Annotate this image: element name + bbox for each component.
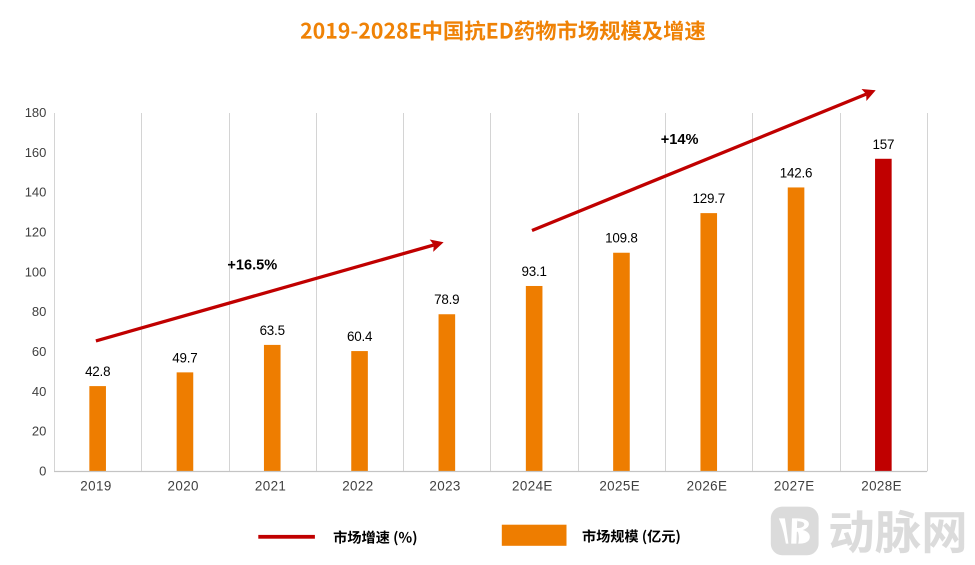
svg-text:+14%: +14% — [661, 132, 699, 148]
svg-text:129.7: 129.7 — [693, 191, 726, 206]
svg-text:78.9: 78.9 — [434, 292, 459, 307]
svg-text:2024E: 2024E — [512, 479, 553, 494]
svg-text:2019: 2019 — [80, 479, 111, 494]
svg-text:140: 140 — [25, 185, 47, 200]
svg-text:157: 157 — [873, 137, 895, 152]
svg-text:60: 60 — [32, 344, 46, 359]
svg-text:142.6: 142.6 — [780, 165, 813, 180]
svg-text:2027E: 2027E — [774, 479, 815, 494]
svg-text:109.8: 109.8 — [605, 231, 638, 246]
svg-text:20: 20 — [32, 424, 46, 439]
svg-text:2025E: 2025E — [599, 479, 640, 494]
svg-text:2026E: 2026E — [687, 479, 728, 494]
svg-text:93.1: 93.1 — [521, 264, 546, 279]
svg-text:+16.5%: +16.5% — [227, 258, 277, 274]
svg-text:160: 160 — [25, 145, 47, 160]
svg-text:2022: 2022 — [342, 479, 373, 494]
svg-text:0: 0 — [39, 463, 46, 478]
svg-text:40: 40 — [32, 384, 46, 399]
svg-text:120: 120 — [25, 225, 47, 240]
svg-text:80: 80 — [32, 304, 46, 319]
svg-text:42.8: 42.8 — [85, 364, 110, 379]
svg-text:60.4: 60.4 — [347, 329, 373, 344]
svg-text:63.5: 63.5 — [260, 323, 285, 338]
svg-text:49.7: 49.7 — [172, 350, 197, 365]
svg-text:2023: 2023 — [429, 479, 460, 494]
svg-text:100: 100 — [25, 264, 47, 279]
svg-text:2028E: 2028E — [861, 479, 902, 494]
svg-text:2020: 2020 — [168, 479, 199, 494]
svg-text:180: 180 — [25, 105, 47, 120]
svg-text:2021: 2021 — [255, 479, 286, 494]
